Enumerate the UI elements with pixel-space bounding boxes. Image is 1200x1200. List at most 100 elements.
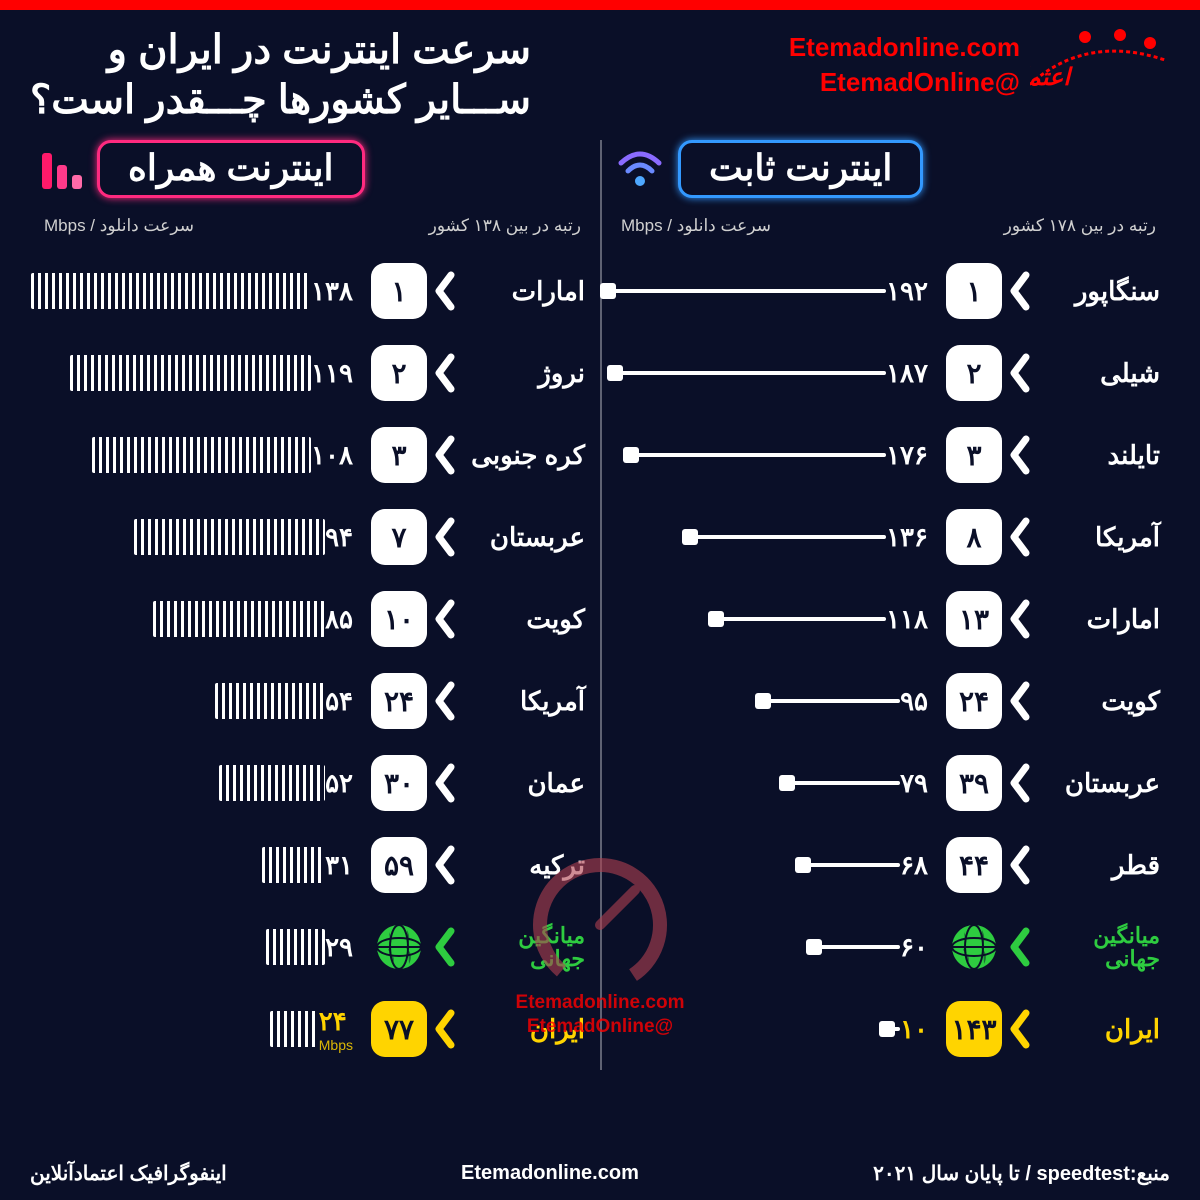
chevron-left-icon (1008, 845, 1030, 885)
logo-swoosh-icon: اعتماد (1030, 25, 1170, 105)
speed-barcode-bar (31, 273, 311, 309)
data-row: سنگاپور ۱ ۱۹۲ (617, 250, 1160, 332)
data-row: امارات ۱ ۱۳۸ (40, 250, 585, 332)
data-row: امارات ۱۳ ۱۱۸ (617, 578, 1160, 660)
speed-line-bar (885, 1027, 900, 1031)
mobile-rows-container: امارات ۱ ۱۳۸ نروژ ۲ ۱۱۹ کره جنوبی ۳ ۱۰۸ … (40, 250, 585, 1070)
bar-zone: ۸۵ (50, 601, 363, 637)
country-name: سنگاپور (1030, 276, 1160, 307)
data-row: ایران ۱۴۳ ۱۰ (617, 988, 1160, 1070)
speed-value: ۸۵ (325, 604, 353, 635)
footer: منبع:speedtest / تا پایان سال ۲۰۲۱ Etema… (0, 1151, 1200, 1200)
country-name: قطر (1030, 850, 1160, 881)
title-line2: ســـایر کشورها چـــقدر است؟ (30, 75, 531, 125)
country-name: عمان (455, 768, 585, 799)
rank-badge: ۲ (946, 345, 1002, 401)
country-name: امارات (455, 276, 585, 307)
site-handle: @EtemadOnline (789, 67, 1020, 98)
rank-badge: ۲۴ (371, 673, 427, 729)
page-title: سرعت اینترنت در ایران و ســـایر کشورها چ… (30, 25, 531, 125)
speed-value: ۲۴Mbps (319, 1006, 353, 1053)
bar-zone: ۲۹ (50, 929, 363, 965)
bar-zone: ۹۵ (627, 686, 938, 717)
speed-barcode-bar (134, 519, 325, 555)
chevron-left-icon (1008, 681, 1030, 721)
chevron-left-icon (1008, 435, 1030, 475)
data-row: ایران ۷۷ ۲۴Mbps (40, 988, 585, 1070)
data-row: کره جنوبی ۳ ۱۰۸ (40, 414, 585, 496)
bar-zone: ۵۴ (50, 683, 363, 719)
speed-value: ۱۹۲ (886, 276, 928, 307)
mobile-rank-caption: رتبه در بین ۱۳۸ کشور (429, 216, 581, 236)
data-row: آمریکا ۸ ۱۳۶ (617, 496, 1160, 578)
country-name: نروژ (455, 358, 585, 389)
bar-zone: ۳۱ (50, 847, 363, 883)
rank-badge: ۱ (371, 263, 427, 319)
country-name: کویت (455, 604, 585, 635)
bar-zone: ۱۹۲ (606, 276, 938, 307)
globe-icon (946, 919, 1002, 975)
bar-zone: ۱۸۷ (613, 358, 938, 389)
speed-line-bar (761, 699, 900, 703)
fixed-speed-caption: سرعت دانلود / Mbps (621, 216, 771, 236)
speed-barcode-bar (270, 1011, 319, 1047)
site-url: Etemadonline.com (789, 32, 1020, 63)
fixed-section-label: اینترنت ثابت (678, 140, 923, 198)
rank-badge: ۳۰ (371, 755, 427, 811)
footer-site: Etemadonline.com (461, 1162, 639, 1185)
fixed-internet-column: اینترنت ثابت رتبه در بین ۱۷۸ کشور سرعت د… (600, 140, 1175, 1070)
speed-barcode-bar (262, 847, 325, 883)
speed-value: ۱۱۸ (886, 604, 928, 635)
speedometer-icon (525, 850, 675, 1000)
speed-barcode-bar (215, 683, 325, 719)
country-name: کره جنوبی (455, 440, 585, 471)
rank-badge: ۲۴ (946, 673, 1002, 729)
mobile-internet-column: اینترنت همراه رتبه در بین ۱۳۸ کشور سرعت … (25, 140, 600, 1070)
speed-value: ۳۱ (325, 850, 353, 881)
chevron-left-icon (433, 435, 455, 475)
country-name: کویت (1030, 686, 1160, 717)
title-line1: سرعت اینترنت در ایران و (30, 25, 531, 75)
bar-zone: ۱۱۹ (50, 355, 363, 391)
bar-zone: ۱۳۸ (31, 273, 363, 309)
country-name: تایلند (1030, 440, 1160, 471)
chevron-left-icon (433, 845, 455, 885)
rank-badge: ۳۹ (946, 755, 1002, 811)
rank-badge: ۴۴ (946, 837, 1002, 893)
data-row: میانگینجهانی ۲۹ (40, 906, 585, 988)
speed-line-bar (801, 863, 900, 867)
bar-zone: ۷۹ (627, 768, 938, 799)
data-row: کویت ۲۴ ۹۵ (617, 660, 1160, 742)
svg-text:اعتماد: اعتماد (1030, 64, 1073, 91)
speed-line-bar (812, 945, 900, 949)
rank-badge: ۷ (371, 509, 427, 565)
chevron-left-icon (433, 599, 455, 639)
rank-badge: ۳ (946, 427, 1002, 483)
speed-value: ۱۸۷ (886, 358, 928, 389)
speed-barcode-bar (92, 437, 311, 473)
country-name: امارات (1030, 604, 1160, 635)
footer-source: منبع:speedtest / تا پایان سال ۲۰۲۱ (873, 1161, 1170, 1186)
country-name: آمریکا (1030, 522, 1160, 553)
data-row: عمان ۳۰ ۵۲ (40, 742, 585, 824)
speed-value: ۱۷۶ (886, 440, 928, 471)
speed-line-bar (606, 289, 886, 293)
data-row: میانگینجهانی ۶۰ (617, 906, 1160, 988)
rank-badge: ۱۰ (371, 591, 427, 647)
chevron-left-icon (433, 517, 455, 557)
chevron-left-icon (433, 763, 455, 803)
data-row: تایلند ۳ ۱۷۶ (617, 414, 1160, 496)
speed-line-bar (688, 535, 886, 539)
chevron-left-icon (433, 681, 455, 721)
speed-value: ۶۸ (900, 850, 928, 881)
bar-zone: ۱۱۸ (627, 604, 938, 635)
chevron-left-icon (1008, 1009, 1030, 1049)
bar-zone: ۱۳۶ (627, 522, 938, 553)
mobile-section-label: اینترنت همراه (97, 140, 365, 198)
chevron-left-icon (1008, 271, 1030, 311)
data-row: شیلی ۲ ۱۸۷ (617, 332, 1160, 414)
chevron-left-icon (1008, 517, 1030, 557)
speed-line-bar (785, 781, 900, 785)
chevron-left-icon (433, 271, 455, 311)
bar-zone: ۱۷۶ (627, 440, 938, 471)
